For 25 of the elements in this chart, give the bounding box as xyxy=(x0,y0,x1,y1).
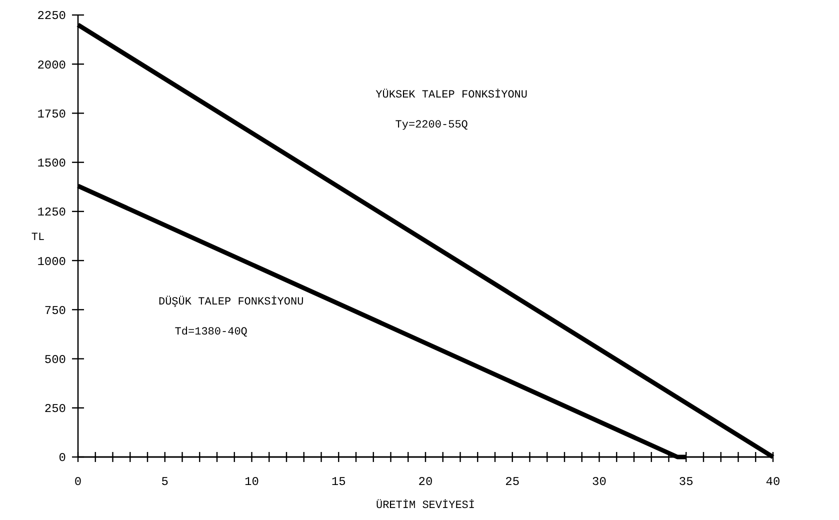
y-tick-label: 1000 xyxy=(37,254,66,269)
y-axis-title: TL xyxy=(31,232,45,244)
y-tick-label: 1250 xyxy=(37,206,66,220)
x-tick-label: 0 xyxy=(74,475,82,489)
x-tick-label: 30 xyxy=(592,475,606,489)
x-tick-label: 35 xyxy=(678,475,694,489)
annotation: DÜŞÜK TALEP FONKSİYONU xyxy=(158,295,304,308)
y-tick-label: 1500 xyxy=(37,156,66,171)
y-tick-label: 750 xyxy=(44,304,66,318)
y-tick-label: 250 xyxy=(44,402,66,416)
y-tick-label: 2000 xyxy=(37,58,66,72)
x-tick-label: 10 xyxy=(244,475,259,489)
annotation: Td=1380-40Q xyxy=(174,326,248,338)
x-tick-label: 20 xyxy=(418,475,433,489)
x-tick-label: 40 xyxy=(766,475,780,489)
x-axis-title: ÜRETİM SEVİYESİ xyxy=(376,499,476,512)
annotation: YÜKSEK TALEP FONKSİYONU xyxy=(376,88,528,102)
x-tick-label: 5 xyxy=(161,475,168,489)
x-tick-label: 15 xyxy=(331,475,346,489)
annotation: Ty=2200-55Q xyxy=(395,119,468,132)
y-tick-label: 0 xyxy=(58,451,66,466)
y-tick-label: 500 xyxy=(44,352,66,367)
y-tick-label: 1750 xyxy=(37,107,66,122)
x-tick-label: 25 xyxy=(505,475,520,489)
y-tick-label: 2250 xyxy=(37,9,66,24)
